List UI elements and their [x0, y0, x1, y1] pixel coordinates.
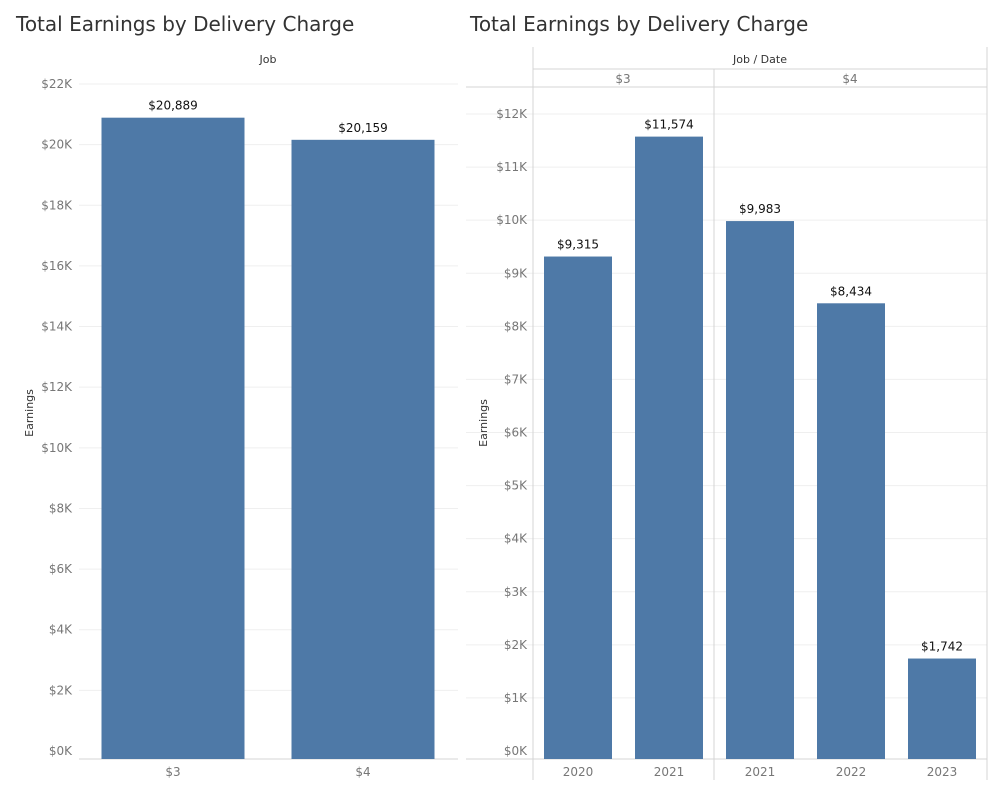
left-y-tick-label: $20K	[41, 138, 73, 152]
left-y-tick-label: $18K	[41, 198, 73, 212]
left-chart-title: Total Earnings by Delivery Charge	[15, 12, 354, 36]
data-label-$3-2021: $11,574	[644, 118, 694, 132]
right-chart: Total Earnings by Delivery Charge Job / …	[466, 12, 988, 780]
left-y-tick-label: $14K	[41, 320, 73, 334]
bar-$3-2021[interactable]	[635, 136, 703, 759]
data-label-$4: $20,159	[338, 121, 388, 135]
left-y-tick-label: $4K	[49, 623, 73, 637]
bar-$3[interactable]	[101, 117, 245, 760]
left-chart: Total Earnings by Delivery Charge Job Ea…	[15, 12, 458, 779]
data-label-$3-2020: $9,315	[557, 238, 599, 252]
left-y-tick-label: $22K	[41, 77, 73, 91]
right-y-tick-label: $5K	[504, 479, 528, 493]
x-label-2021: 2021	[654, 765, 685, 779]
right-y-tick-label: $8K	[504, 319, 528, 333]
right-chart-title: Total Earnings by Delivery Charge	[469, 12, 808, 36]
right-y-tick-label: $6K	[504, 426, 528, 440]
right-y-tick-label: $4K	[504, 532, 528, 546]
left-x-labels: $3 $4	[165, 765, 370, 779]
left-y-tick-label: $2K	[49, 683, 73, 697]
left-y-axis-label: Earnings	[23, 389, 36, 437]
right-y-tick-label: $3K	[504, 585, 528, 599]
right-bars: $9,315 $11,574 $9,983 $8,434 $1,742	[544, 118, 976, 759]
right-y-tick-label: $12K	[496, 107, 528, 121]
right-y-ticks: $0K $1K $2K $3K $4K $5K $6K $7K $8K $9K $10K $11K $1…	[496, 107, 528, 758]
right-y-tick-label: $1K	[504, 691, 528, 705]
bar-$4-2022[interactable]	[817, 303, 885, 759]
left-y-tick-label: $10K	[41, 441, 73, 455]
bar-$3-2020[interactable]	[544, 256, 612, 759]
group-header-$3: $3	[615, 72, 630, 86]
left-bars: $20,889 $20,159	[101, 99, 435, 760]
right-y-tick-label: $10K	[496, 213, 528, 227]
bar-$4-2021[interactable]	[726, 221, 794, 759]
data-label-$4-2021: $9,983	[739, 202, 781, 216]
left-y-tick-label: $12K	[41, 380, 73, 394]
left-y-tick-label: $16K	[41, 259, 73, 273]
right-y-tick-label: $2K	[504, 638, 528, 652]
data-label-$3: $20,889	[148, 99, 198, 113]
data-label-$4-2023: $1,742	[921, 640, 963, 654]
right-y-tick-label: $0K	[504, 744, 528, 758]
left-y-tick-label: $6K	[49, 562, 73, 576]
x-label-2022: 2022	[836, 765, 867, 779]
x-label-2021: 2021	[745, 765, 776, 779]
x-label-2023: 2023	[927, 765, 958, 779]
right-y-axis-label: Earnings	[477, 399, 490, 447]
left-y-tick-label: $0K	[49, 744, 73, 758]
right-x-labels: 2020 2021 2021 2022 2023	[563, 765, 958, 779]
data-label-$4-2022: $8,434	[830, 284, 872, 298]
x-label-$3: $3	[165, 765, 180, 779]
left-y-tick-label: $8K	[49, 501, 73, 515]
bar-$4-2023[interactable]	[908, 658, 976, 759]
left-y-ticks: $0K $2K $4K $6K $8K $10K $12K $14K $16K $18K $20K $…	[41, 77, 73, 758]
right-y-tick-label: $11K	[496, 160, 528, 174]
bar-$4[interactable]	[291, 139, 435, 759]
right-y-tick-label: $9K	[504, 266, 528, 280]
left-column-header: Job	[259, 53, 277, 66]
x-label-$4: $4	[355, 765, 370, 779]
x-label-2020: 2020	[563, 765, 594, 779]
right-y-tick-label: $7K	[504, 372, 528, 386]
group-header-$4: $4	[842, 72, 857, 86]
right-column-header: Job / Date	[732, 53, 787, 66]
